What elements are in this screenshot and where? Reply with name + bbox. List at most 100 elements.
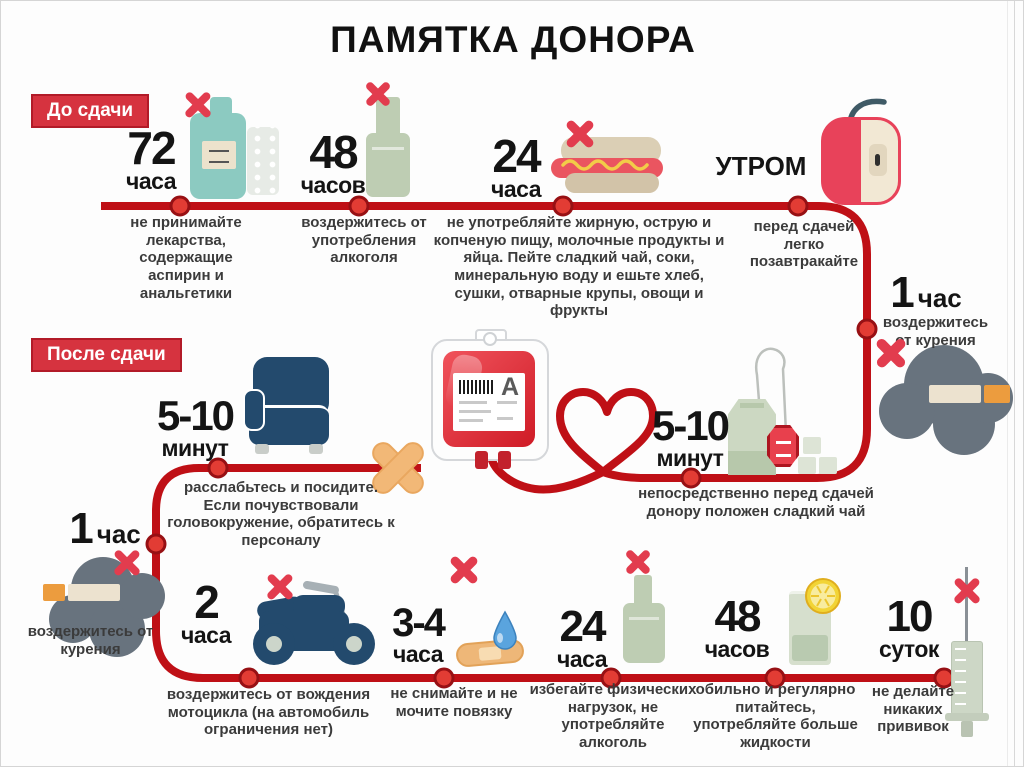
armchair-foot: [255, 444, 269, 454]
instruction-text: избегайте физических нагрузок, не употре…: [529, 681, 697, 752]
time-value: 10: [886, 592, 934, 641]
blood-type-letter: A: [501, 373, 520, 401]
time-value: 5-10: [651, 402, 730, 449]
barcode-icon: [459, 380, 495, 394]
instruction-text: перед сдачей легко позавтракайте: [749, 218, 859, 271]
instruction-text: воздержитесь от вождения мотоцикла (на а…: [166, 686, 371, 739]
time-2-hours: 2 часа: [173, 576, 239, 649]
time-value: 1: [890, 268, 915, 317]
instruction-text: расслабьтесь и посидите. Если почувствов…: [167, 479, 395, 550]
apple-icon: [821, 117, 901, 205]
syringe-plunger: [961, 721, 973, 737]
sugar-cube-icon: [803, 437, 821, 454]
instruction-text: воздержитесь от курения: [27, 623, 154, 658]
frame-line: [1014, 1, 1015, 766]
lemon-slice-icon: [805, 578, 841, 614]
time-24-hours-after: 24 часа: [551, 602, 613, 673]
time-value: 72: [127, 122, 176, 174]
blood-bag-port: [475, 451, 488, 469]
armchair-armrest: [243, 389, 265, 431]
prohibition-x-icon: [623, 549, 653, 575]
medicine-label: [202, 141, 236, 169]
sugar-cube-icon: [798, 457, 816, 474]
tea-bag-string: [754, 347, 788, 434]
pill-blister-icon: [247, 127, 279, 195]
prohibition-x-icon: [563, 119, 597, 149]
alcohol-bottle-icon: [623, 603, 665, 663]
time-value: 48: [714, 592, 762, 641]
cigarette-icon: [929, 385, 981, 403]
instruction-text: не употребляйте жирную, острую и копчену…: [433, 214, 725, 320]
motorcycle-wheel: [253, 623, 295, 665]
hotdog-icon: [565, 173, 659, 193]
time-unit: часов: [300, 172, 366, 199]
time-unit: часа: [392, 640, 444, 667]
instruction-text: непосредственно перед сдачей донору поло…: [638, 485, 874, 520]
cigarette-smoke-icon: [879, 383, 935, 439]
sugar-cube-icon: [819, 457, 837, 474]
time-48-hours: 48 часов: [300, 126, 366, 199]
prohibition-x-icon: [873, 337, 909, 369]
time-unit: минут: [656, 444, 724, 471]
time-value: 24: [492, 130, 541, 182]
time-value: 3-4: [392, 601, 446, 645]
instruction-text: воздержитесь от употребления алкоголя: [301, 214, 427, 267]
time-value: 48: [309, 126, 358, 178]
time-value: 24: [559, 602, 607, 651]
time-3-4-hours: 3-4 часа: [387, 601, 449, 667]
time-72-hours: 72 часа: [119, 122, 183, 195]
cigarette-filter: [43, 584, 65, 601]
timeline-nodes: [145, 195, 955, 689]
prohibition-x-icon: [182, 91, 214, 119]
prohibition-x-icon: [447, 555, 481, 585]
time-unit: минут: [161, 434, 229, 461]
alcohol-bottle-icon: [366, 133, 410, 197]
water-drop-icon: [493, 610, 517, 650]
instruction-text: воздержитесь от курения: [882, 314, 989, 349]
blood-bag-hole: [483, 332, 497, 346]
time-unit: часа: [180, 622, 232, 649]
prohibition-x-icon: [363, 81, 393, 107]
motorcycle-wheel: [333, 623, 375, 665]
time-value: 2: [194, 576, 220, 628]
time-1-hour: 1 час: [881, 268, 971, 317]
prohibition-x-icon: [111, 549, 143, 577]
tea-label-icon: [767, 425, 799, 467]
time-1-hour: 1 час: [63, 504, 147, 553]
page-title: ПАМЯТКА ДОНОРА: [330, 19, 696, 60]
instruction-text: не принимайте лекарства, содержащие аспи…: [130, 214, 242, 302]
prohibition-x-icon: [264, 573, 296, 601]
time-5-10-minutes-rest: 5-10 минут: [153, 392, 237, 461]
time-unit: часа: [125, 168, 177, 195]
section-banner-before: До сдачи: [31, 94, 150, 128]
section-banner-after: После сдачи: [31, 338, 182, 372]
time-morning: УТРОМ: [715, 151, 807, 181]
syringe-needle: [965, 567, 968, 643]
syringe-flange: [945, 713, 989, 721]
time-unit: суток: [879, 636, 939, 663]
time-5-10-minutes-tea: 5-10 минут: [649, 402, 731, 471]
time-unit: час: [917, 283, 962, 313]
cigarette-filter: [984, 385, 1010, 403]
prohibition-x-icon: [951, 577, 983, 605]
time-unit: часа: [556, 646, 608, 673]
time-unit: часов: [704, 636, 770, 663]
timeline-after-path: [152, 464, 949, 682]
time-value: 1: [69, 504, 94, 553]
instruction-text: не снимайте и не мочите повязку: [390, 685, 518, 720]
heart-tube-icon: [556, 388, 657, 476]
blood-bag-port: [498, 451, 511, 469]
instruction-text: не делайте никаких прививок: [871, 683, 955, 736]
time-24-hours: 24 часа: [484, 130, 548, 203]
time-value: 5-10: [156, 392, 235, 439]
instruction-text: обильно и регулярно питайтесь, употребля…: [693, 681, 858, 752]
time-48-hours-after: 48 часов: [703, 592, 771, 663]
cigarette-icon: [68, 584, 120, 601]
mustard-wave: [561, 159, 649, 171]
armchair-foot: [309, 444, 323, 454]
time-unit: часа: [490, 176, 542, 203]
alcohol-bottle-icon: [634, 575, 652, 607]
medicine-bottle-icon: [210, 97, 232, 117]
